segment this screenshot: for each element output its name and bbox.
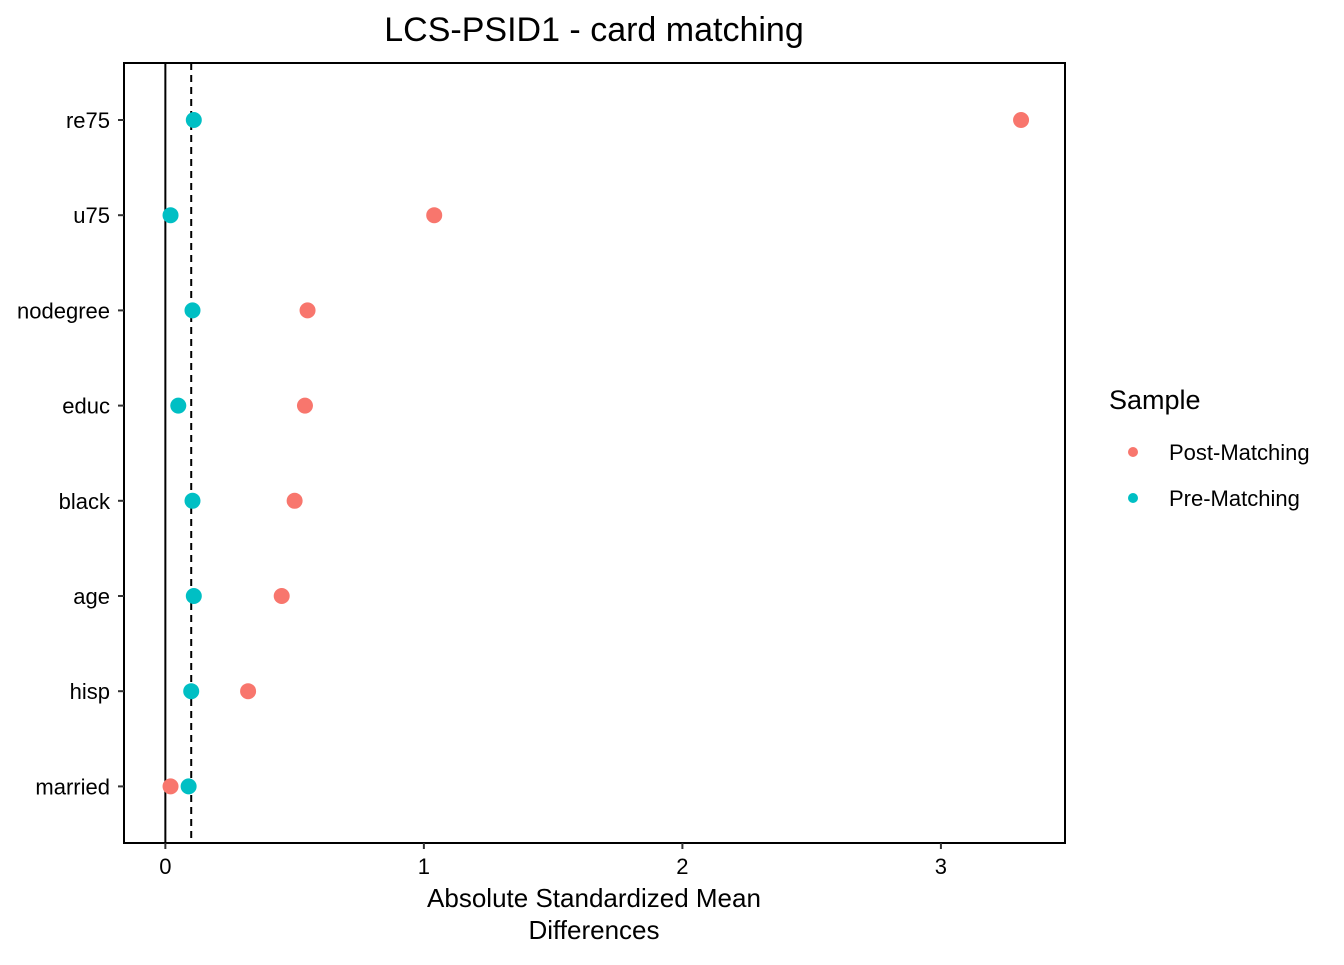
point-pre-matching-age bbox=[185, 588, 202, 604]
legend-key-post-matching bbox=[1128, 447, 1138, 457]
point-post-matching-educ bbox=[296, 397, 313, 414]
x-tick-label: 2 bbox=[676, 854, 688, 879]
legend-label-pre-matching: Pre-Matching bbox=[1169, 486, 1300, 511]
point-pre-matching-u75 bbox=[162, 207, 179, 224]
point-post-matching-married bbox=[162, 778, 179, 795]
point-pre-matching-black bbox=[184, 492, 201, 509]
point-pre-matching-re75 bbox=[185, 112, 202, 128]
y-tick-label-nodegree: nodegree bbox=[17, 298, 110, 323]
chart-title: LCS-PSID1 - card matching bbox=[384, 11, 804, 49]
x-axis-title-line-1: Absolute Standardized Mean bbox=[427, 883, 761, 913]
plot-area: re75 u75 nodegree educ black age hisp married 0 1… bbox=[17, 62, 1066, 879]
x-axis-title-line-2: Differences bbox=[528, 915, 659, 945]
y-tick-label-u75: u75 bbox=[73, 203, 110, 228]
plot-border bbox=[123, 62, 1066, 844]
point-post-matching-nodegree bbox=[299, 302, 316, 319]
point-post-matching-age bbox=[273, 588, 290, 604]
point-pre-matching-educ bbox=[170, 397, 187, 414]
x-tick-label: 1 bbox=[418, 854, 430, 879]
y-tick-label-educ: educ bbox=[62, 394, 110, 419]
legend-key-pre-matching bbox=[1128, 493, 1138, 503]
y-tick-label-age: age bbox=[73, 584, 110, 609]
point-post-matching-hisp bbox=[240, 683, 257, 700]
y-tick-label-black: black bbox=[59, 489, 111, 514]
point-pre-matching-nodegree bbox=[184, 302, 201, 319]
y-tick-label-re75: re75 bbox=[66, 108, 110, 133]
y-tick-label-married: married bbox=[35, 774, 110, 799]
legend-title: Sample bbox=[1109, 385, 1201, 415]
point-post-matching-black bbox=[286, 492, 303, 509]
x-tick-label: 3 bbox=[935, 854, 947, 879]
point-post-matching-u75 bbox=[426, 207, 443, 224]
legend-label-post-matching: Post-Matching bbox=[1169, 440, 1310, 465]
y-tick-label-hisp: hisp bbox=[70, 679, 110, 704]
legend: Sample Post-Matching Pre-Matching bbox=[1109, 385, 1310, 511]
point-pre-matching-hisp bbox=[183, 683, 200, 700]
point-post-matching-re75 bbox=[1013, 112, 1030, 128]
x-tick-label: 0 bbox=[159, 854, 171, 879]
point-pre-matching-married bbox=[180, 778, 197, 795]
